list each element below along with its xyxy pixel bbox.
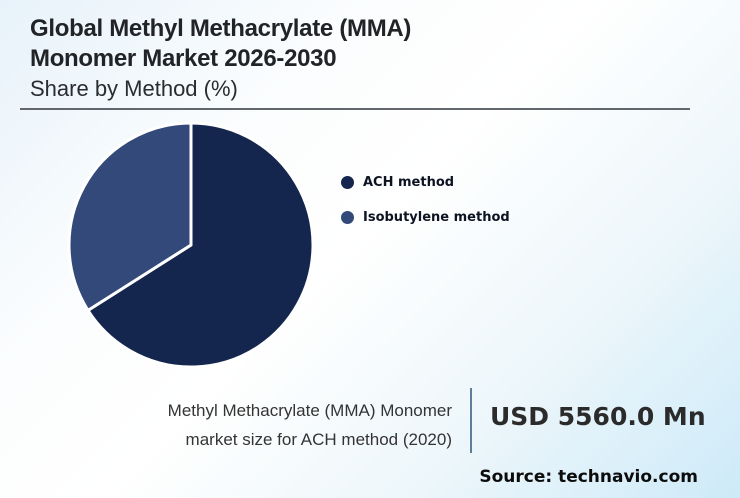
legend-label: ACH method	[363, 175, 455, 190]
pie-slice-ach-method	[86, 121, 315, 369]
pie-chart	[67, 121, 315, 369]
caption-line-1: Methyl Methacrylate (MMA) Monomer	[167, 401, 452, 420]
chart-subtitle: Share by Method (%)	[30, 76, 238, 101]
legend: ACH method Isobutylene method	[341, 175, 510, 245]
market-size-caption: Methyl Methacrylate (MMA) Monomer market…	[168, 396, 452, 454]
pie-slice-isobutylene-method	[67, 121, 193, 312]
legend-item-ach-method: ACH method	[341, 175, 510, 190]
market-size-value: USD 5560.0 Mn	[490, 402, 706, 431]
title-underline-rule	[20, 108, 690, 110]
legend-label: Isobutylene method	[363, 210, 510, 225]
legend-dot-icon	[341, 211, 354, 224]
legend-item-isobutylene-method: Isobutylene method	[341, 210, 510, 225]
legend-dot-icon	[341, 176, 354, 189]
caption-line-2: market size for ACH method (2020)	[185, 430, 452, 449]
pie-chart-container	[61, 115, 321, 375]
chart-title: Global Methyl Methacrylate (MMA) Monomer…	[30, 14, 411, 74]
chart-title-line-2: Monomer Market 2026-2030	[30, 45, 337, 72]
source-text: Source: technavio.com	[479, 467, 698, 487]
caption-value-divider	[470, 388, 472, 453]
chart-title-line-1: Global Methyl Methacrylate (MMA)	[30, 15, 412, 42]
